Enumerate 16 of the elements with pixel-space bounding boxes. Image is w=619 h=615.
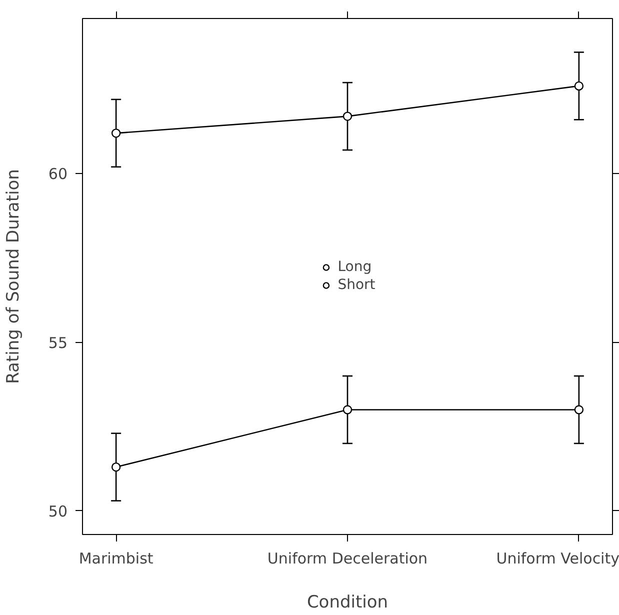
y-axis-title: Rating of Sound Duration	[3, 169, 24, 384]
y-tick-label: 50	[48, 502, 68, 520]
y-tick-label: 60	[48, 165, 68, 184]
y-tick-label: 55	[48, 334, 68, 352]
legend-label: Short	[338, 276, 376, 294]
point	[111, 462, 121, 472]
x-axis-title: Condition	[306, 592, 388, 612]
legend-label: Long	[338, 258, 372, 276]
point	[342, 112, 352, 121]
point	[574, 405, 584, 414]
point	[111, 128, 121, 138]
point	[574, 81, 584, 91]
x-tick-label: Uniform Deceleration	[267, 550, 428, 568]
x-tick-label: Marimbist	[78, 550, 154, 568]
point	[342, 405, 352, 414]
x-tick-label: Uniform Velocity	[496, 550, 619, 568]
